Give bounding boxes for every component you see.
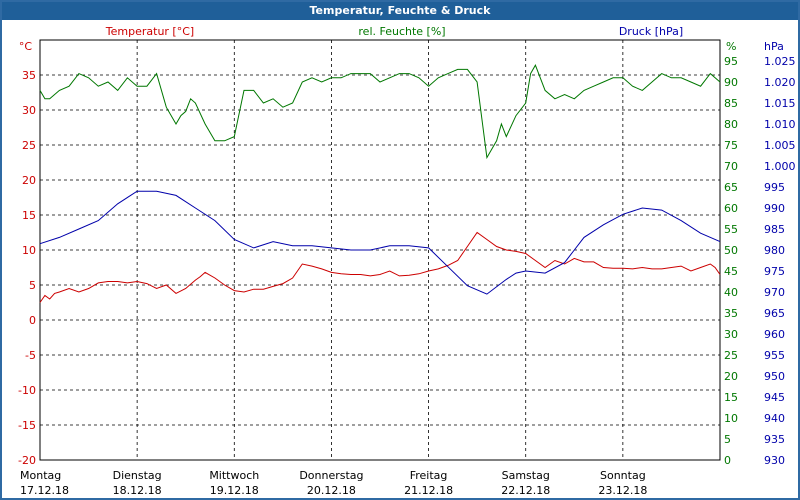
day-date-label: 18.12.18 xyxy=(113,484,162,497)
humidity-tick-label: 85 xyxy=(724,97,738,110)
pressure-tick-label: 1.000 xyxy=(764,160,796,173)
pressure-tick-label: 1.020 xyxy=(764,76,796,89)
pressure-tick-label: 935 xyxy=(764,433,785,446)
humidity-series-label: rel. Feuchte [%] xyxy=(358,25,445,38)
humidity-series-line xyxy=(39,64,721,160)
pressure-series-label: Druck [hPa] xyxy=(619,25,683,38)
pressure-tick-label: 985 xyxy=(764,223,785,236)
pressure-unit-label: hPa xyxy=(764,40,784,53)
humidity-tick-label: 35 xyxy=(724,307,738,320)
temperature-tick-label: 15 xyxy=(22,209,36,222)
humidity-tick-label: 75 xyxy=(724,139,738,152)
temperature-tick-label: -5 xyxy=(25,349,36,362)
temperature-tick-label: 5 xyxy=(29,279,36,292)
humidity-tick-label: 10 xyxy=(724,412,738,425)
day-date-label: 22.12.18 xyxy=(501,484,550,497)
day-name-label: Montag xyxy=(20,469,61,482)
pressure-tick-label: 960 xyxy=(764,328,785,341)
humidity-tick-label: 65 xyxy=(724,181,738,194)
pressure-tick-label: 975 xyxy=(764,265,785,278)
pressure-tick-label: 995 xyxy=(764,181,785,194)
humidity-tick-label: 25 xyxy=(724,349,738,362)
pressure-series-line xyxy=(39,190,721,295)
temperature-tick-label: 25 xyxy=(22,139,36,152)
day-date-label: 23.12.18 xyxy=(598,484,647,497)
pressure-tick-label: 1.005 xyxy=(764,139,796,152)
pressure-axis: 930 935 940 945 950 955 960 965 970 975 980 985 990 9… xyxy=(764,55,796,467)
temperature-unit-label: °C xyxy=(19,40,33,53)
temperature-tick-label: 10 xyxy=(22,244,36,257)
humidity-unit-label: % xyxy=(726,40,736,53)
grid-lines xyxy=(40,40,720,460)
humidity-tick-label: 40 xyxy=(724,286,738,299)
temperature-tick-label: 0 xyxy=(29,314,36,327)
humidity-tick-label: 50 xyxy=(724,244,738,257)
pressure-tick-label: 990 xyxy=(764,202,785,215)
humidity-tick-label: 70 xyxy=(724,160,738,173)
humidity-axis: 0 5 10 15 20 25 30 35 40 45 50 55 60 65 70 75 80 85 90 95 xyxy=(724,55,738,467)
pressure-tick-label: 1.025 xyxy=(764,55,796,68)
temperature-tick-label: -15 xyxy=(18,419,36,432)
day-name-label: Dienstag xyxy=(113,469,162,482)
temperature-tick-label: -10 xyxy=(18,384,36,397)
day-date-label: 17.12.18 xyxy=(20,484,69,497)
humidity-tick-label: 30 xyxy=(724,328,738,341)
pressure-tick-label: 970 xyxy=(764,286,785,299)
humidity-tick-label: 55 xyxy=(724,223,738,236)
temperature-tick-label: 35 xyxy=(22,69,36,82)
pressure-tick-label: 940 xyxy=(764,412,785,425)
chart-title: Temperatur, Feuchte & Druck xyxy=(2,2,798,20)
day-name-label: Mittwoch xyxy=(209,469,259,482)
pressure-tick-label: 945 xyxy=(764,391,785,404)
day-name-label: Donnerstag xyxy=(299,469,363,482)
day-name-label: Sonntag xyxy=(600,469,646,482)
pressure-tick-label: 930 xyxy=(764,454,785,467)
humidity-tick-label: 80 xyxy=(724,118,738,131)
series-lines xyxy=(39,64,721,303)
pressure-tick-label: 965 xyxy=(764,307,785,320)
day-date-label: 19.12.18 xyxy=(210,484,259,497)
humidity-tick-label: 45 xyxy=(724,265,738,278)
temperature-series-label: Temperatur [°C] xyxy=(105,25,194,38)
temperature-tick-label: 30 xyxy=(22,104,36,117)
humidity-tick-label: 20 xyxy=(724,370,738,383)
day-date-label: 20.12.18 xyxy=(307,484,356,497)
humidity-tick-label: 0 xyxy=(724,454,731,467)
humidity-tick-label: 15 xyxy=(724,391,738,404)
pressure-tick-label: 950 xyxy=(764,370,785,383)
day-axis: Montag 17.12.18 Dienstag 18.12.18 Mittwoch 19… xyxy=(20,469,647,497)
pressure-tick-label: 955 xyxy=(764,349,785,362)
humidity-tick-label: 60 xyxy=(724,202,738,215)
day-date-label: 21.12.18 xyxy=(404,484,453,497)
humidity-tick-label: 95 xyxy=(724,55,738,68)
pressure-tick-label: 1.010 xyxy=(764,118,796,131)
temperature-tick-label: 20 xyxy=(22,174,36,187)
pressure-tick-label: 980 xyxy=(764,244,785,257)
temperature-series-line xyxy=(39,231,721,303)
temperature-axis: -20 -15 -10 -5 0 5 10 15 20 25 30 35 xyxy=(18,69,36,467)
temperature-tick-label: -20 xyxy=(18,454,36,467)
pressure-tick-label: 1.015 xyxy=(764,97,796,110)
day-name-label: Samstag xyxy=(502,469,550,482)
day-name-label: Freitag xyxy=(410,469,448,482)
humidity-tick-label: 90 xyxy=(724,76,738,89)
humidity-tick-label: 5 xyxy=(724,433,731,446)
